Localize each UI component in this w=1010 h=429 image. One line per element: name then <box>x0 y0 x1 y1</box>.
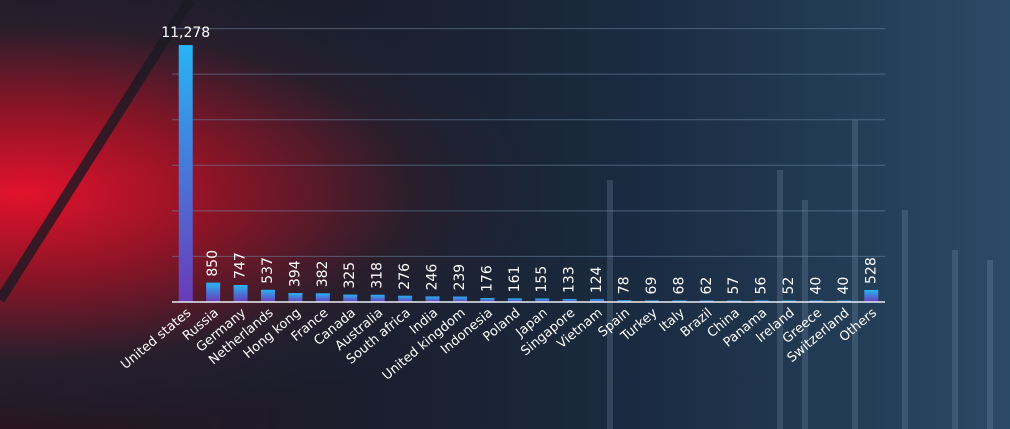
category-label: United states <box>118 305 194 372</box>
data-label: 57 <box>726 277 742 295</box>
data-label: 62 <box>699 277 715 295</box>
bar-australia <box>370 294 385 302</box>
data-label: 68 <box>671 277 687 295</box>
bar-japan <box>535 298 550 302</box>
data-label: 528 <box>863 257 879 284</box>
data-label: 40 <box>808 277 824 295</box>
data-label: 11,278 <box>161 25 210 41</box>
bars <box>178 45 879 302</box>
bar-poland <box>507 298 522 302</box>
data-label: 318 <box>370 262 386 289</box>
data-label: 124 <box>589 266 605 293</box>
decorative-diagonal <box>0 0 195 303</box>
data-label: 276 <box>397 263 413 290</box>
data-label: 382 <box>315 261 331 288</box>
bar-germany <box>233 284 248 302</box>
bar-russia <box>206 282 221 302</box>
data-label: 246 <box>425 264 441 291</box>
data-label: 850 <box>205 250 221 277</box>
data-label: 155 <box>534 266 550 293</box>
bar-india <box>425 296 440 302</box>
bar-turkey <box>644 300 659 302</box>
data-label: 325 <box>342 262 358 289</box>
bar-netherlands <box>260 289 275 302</box>
decorative-stripes <box>607 120 993 429</box>
gridlines <box>172 28 885 257</box>
data-label: 133 <box>562 266 578 293</box>
data-label: 161 <box>507 266 523 293</box>
data-label: 56 <box>754 277 770 295</box>
data-label: 747 <box>233 252 249 279</box>
bar-indonesia <box>480 297 495 302</box>
bar-vietnam <box>590 299 605 302</box>
bar-united-states <box>178 45 193 302</box>
bar-south-africa <box>398 295 413 302</box>
data-label: 69 <box>644 277 660 295</box>
data-label: 394 <box>287 260 303 287</box>
bar-canada <box>343 294 358 302</box>
data-label: 52 <box>781 277 797 295</box>
bar-italy <box>672 300 687 302</box>
data-label: 78 <box>616 276 632 294</box>
category-labels: United statesRussiaGermanyNetherlandsHon… <box>118 305 880 383</box>
bar-spain <box>617 300 632 302</box>
bar-united-kingdom <box>452 296 467 302</box>
bar-singapore <box>562 298 577 302</box>
data-label: 239 <box>452 264 468 291</box>
data-label: 176 <box>479 265 495 292</box>
bar-hong-kong <box>288 293 303 302</box>
data-label: 537 <box>260 257 276 284</box>
data-labels: 11,278 850 747 537 394 382 325 318 276 246 239 176 1… <box>161 25 879 294</box>
bar-france <box>315 293 330 302</box>
data-label: 40 <box>836 277 852 295</box>
bar-others <box>864 289 879 302</box>
